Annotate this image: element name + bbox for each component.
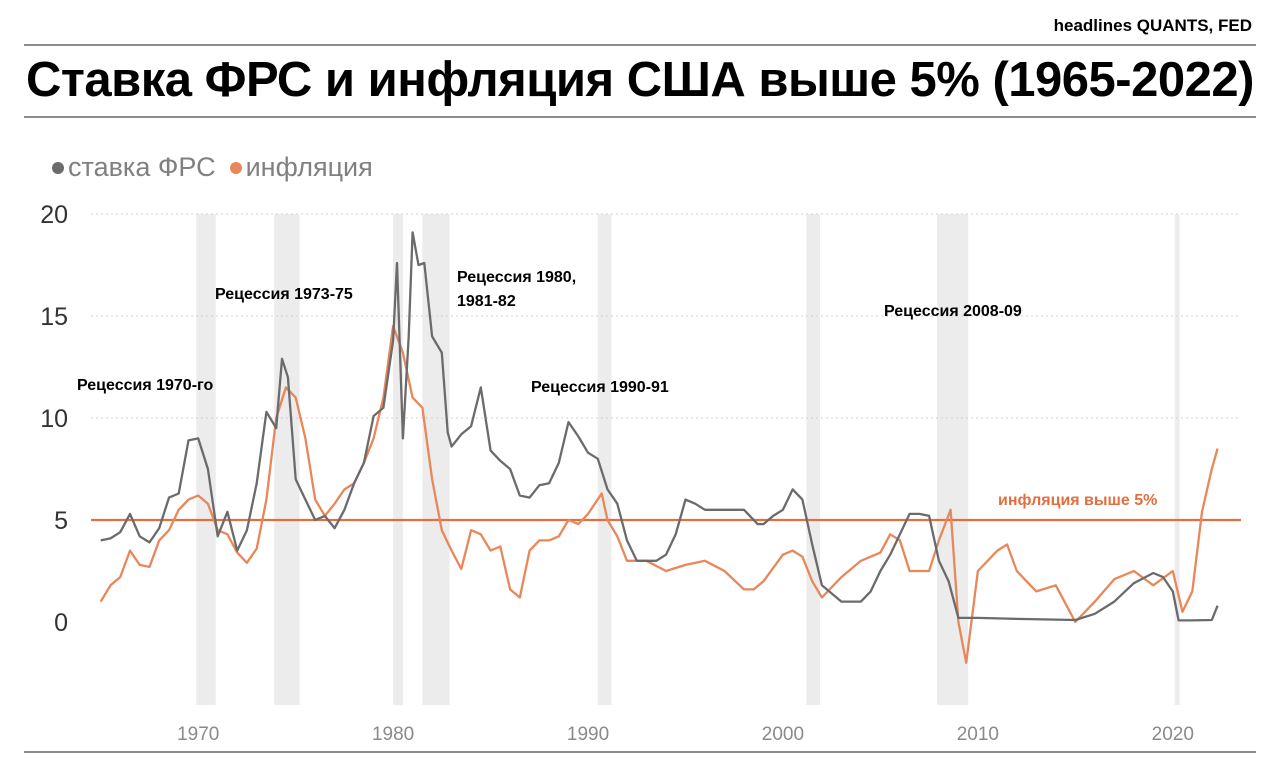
annotation-recession-2008: Рецессия 2008-09: [884, 303, 1022, 320]
annotation-recession-1973: Рецессия 1973-75: [215, 286, 353, 303]
x-tick-label-1980: 1980: [372, 724, 414, 745]
legend-label-fed: ставка ФРС: [68, 152, 216, 182]
annotation-recession-1990: Рецессия 1990-91: [531, 379, 669, 396]
page-title: Ставка ФРС и инфляция США выше 5% (1965-…: [26, 53, 1254, 107]
x-tick-label-2020: 2020: [1152, 724, 1194, 745]
y-axis: 0 5 10 15 20: [40, 201, 68, 637]
recession-band-7: [1174, 214, 1180, 705]
legend-dot-inflation: [229, 161, 242, 174]
legend-item-fed: ставка ФРС: [52, 152, 216, 183]
chart-legend: ставка ФРС инфляция: [52, 152, 373, 183]
series-line-fed: [100, 231, 1219, 622]
x-tick-label-2010: 2010: [957, 724, 999, 745]
x-axis: 1970 1980 1990 2000 2010 2020: [177, 724, 1194, 745]
legend-dot-fed: [52, 161, 64, 174]
top-divider: [24, 44, 1256, 46]
x-tick-label-1990: 1990: [567, 724, 609, 745]
y-gridlines: [91, 213, 1241, 521]
legend-label-inflation: инфляция: [245, 152, 373, 182]
y-tick-label-20: 20: [40, 201, 68, 229]
threshold-label: инфляция выше 5%: [998, 492, 1157, 509]
y-tick-label-0: 0: [54, 609, 68, 637]
x-tick-label-1970: 1970: [177, 724, 219, 745]
annotation-recession-1980-line1: Рецессия 1980,: [457, 269, 576, 286]
recession-band-4: [597, 214, 612, 705]
annotation-recession-1980-line2: 1981-82: [457, 293, 516, 310]
recession-band-6: [936, 214, 969, 705]
bottom-divider: [24, 751, 1256, 753]
series-line-inflation: [99, 325, 1219, 664]
x-tick-label-2000: 2000: [762, 724, 804, 745]
legend-item-inflation: инфляция: [229, 152, 373, 183]
annotation-recession-1970: Рецессия 1970-го: [77, 377, 213, 394]
source-label: headlines QUANTS, FED: [1053, 16, 1252, 35]
title-divider: [24, 116, 1256, 118]
recession-bands: [196, 214, 1180, 705]
y-tick-label-10: 10: [40, 405, 68, 433]
recession-band-5: [806, 214, 820, 705]
y-tick-label-5: 5: [54, 507, 68, 535]
y-tick-label-15: 15: [40, 303, 68, 331]
recession-band-2: [393, 214, 403, 705]
